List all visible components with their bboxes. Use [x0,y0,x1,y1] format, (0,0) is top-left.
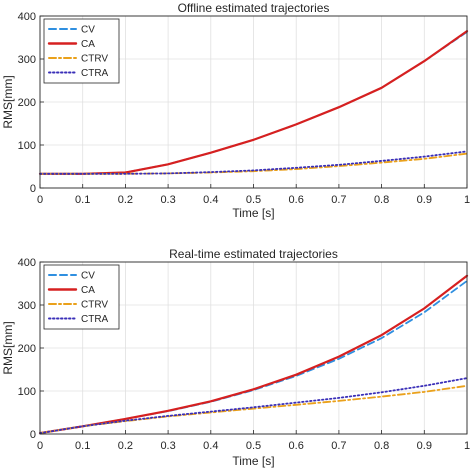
x-tick-label: 0.4 [203,194,218,206]
series-line-ctra [39,377,468,435]
y-axis-label: RMS[mm] [1,321,15,374]
legend-label-ctra: CTRA [81,68,109,79]
x-tick-label: 0.4 [203,440,218,452]
x-tick-label: 0.3 [160,194,175,206]
x-tick-label: 0.5 [246,194,261,206]
series-line-ca [38,274,469,435]
x-tick-label: 0.6 [289,440,304,452]
x-tick-label: 0.5 [246,440,261,452]
x-tick-label: 0.2 [118,440,133,452]
x-tick-label: 0.8 [374,440,389,452]
legend-label-ca: CA [81,285,95,296]
x-tick-label: 0.2 [118,194,133,206]
x-tick-label: 0 [37,194,43,206]
x-tick-label: 0.3 [160,440,175,452]
x-axis-label: Time [s] [232,206,274,220]
x-tick-label: 0.1 [75,194,90,206]
y-tick-label: 400 [18,257,36,269]
x-tick-label: 0.7 [331,194,346,206]
y-tick-label: 0 [30,429,36,441]
x-tick-label: 0.6 [289,194,304,206]
y-tick-label: 0 [30,183,36,195]
y-tick-label: 300 [18,300,36,312]
legend-label-cv: CV [81,25,95,36]
y-tick-label: 200 [18,343,36,355]
legend-label-ctrv: CTRV [81,300,108,311]
x-tick-label: 0.9 [417,440,432,452]
chart-panel-1: 0 0.1 0.2 0.3 0.4 0.5 0.6 0.7 0.8 0.9 1 0 100 200 300 4… [1,1,470,220]
x-tick-label: 0.1 [75,440,90,452]
y-axis-label: RMS[mm] [1,75,15,128]
series-line-ctra [39,150,468,175]
x-tick-label: 0.8 [374,194,389,206]
legend-label-ctrv: CTRV [81,54,108,65]
y-tick-label: 400 [18,11,36,23]
chart-panel-2: 0 0.1 0.2 0.3 0.4 0.5 0.6 0.7 0.8 0.9 1 0 100 200 300 4… [1,247,470,468]
legend-label-cv: CV [81,271,95,282]
chart-title: Real-time estimated trajectories [169,247,338,261]
legend-label-ctra: CTRA [81,314,109,325]
y-tick-label: 100 [18,140,36,152]
x-tick-label: 0.9 [417,194,432,206]
x-tick-label: 1 [464,194,470,206]
x-tick-label: 0.7 [331,440,346,452]
y-tick-label: 200 [18,97,36,109]
legend-label-ca: CA [81,39,95,50]
x-tick-label: 0 [37,440,43,452]
y-tick-label: 300 [18,54,36,66]
x-tick-label: 1 [464,440,470,452]
y-tick-label: 100 [18,386,36,398]
legend: CV CA CTRV CTRA [43,18,120,84]
legend: CV CA CTRV CTRA [43,264,120,330]
x-axis-label: Time [s] [232,454,274,468]
chart-title: Offline estimated trajectories [178,1,330,15]
